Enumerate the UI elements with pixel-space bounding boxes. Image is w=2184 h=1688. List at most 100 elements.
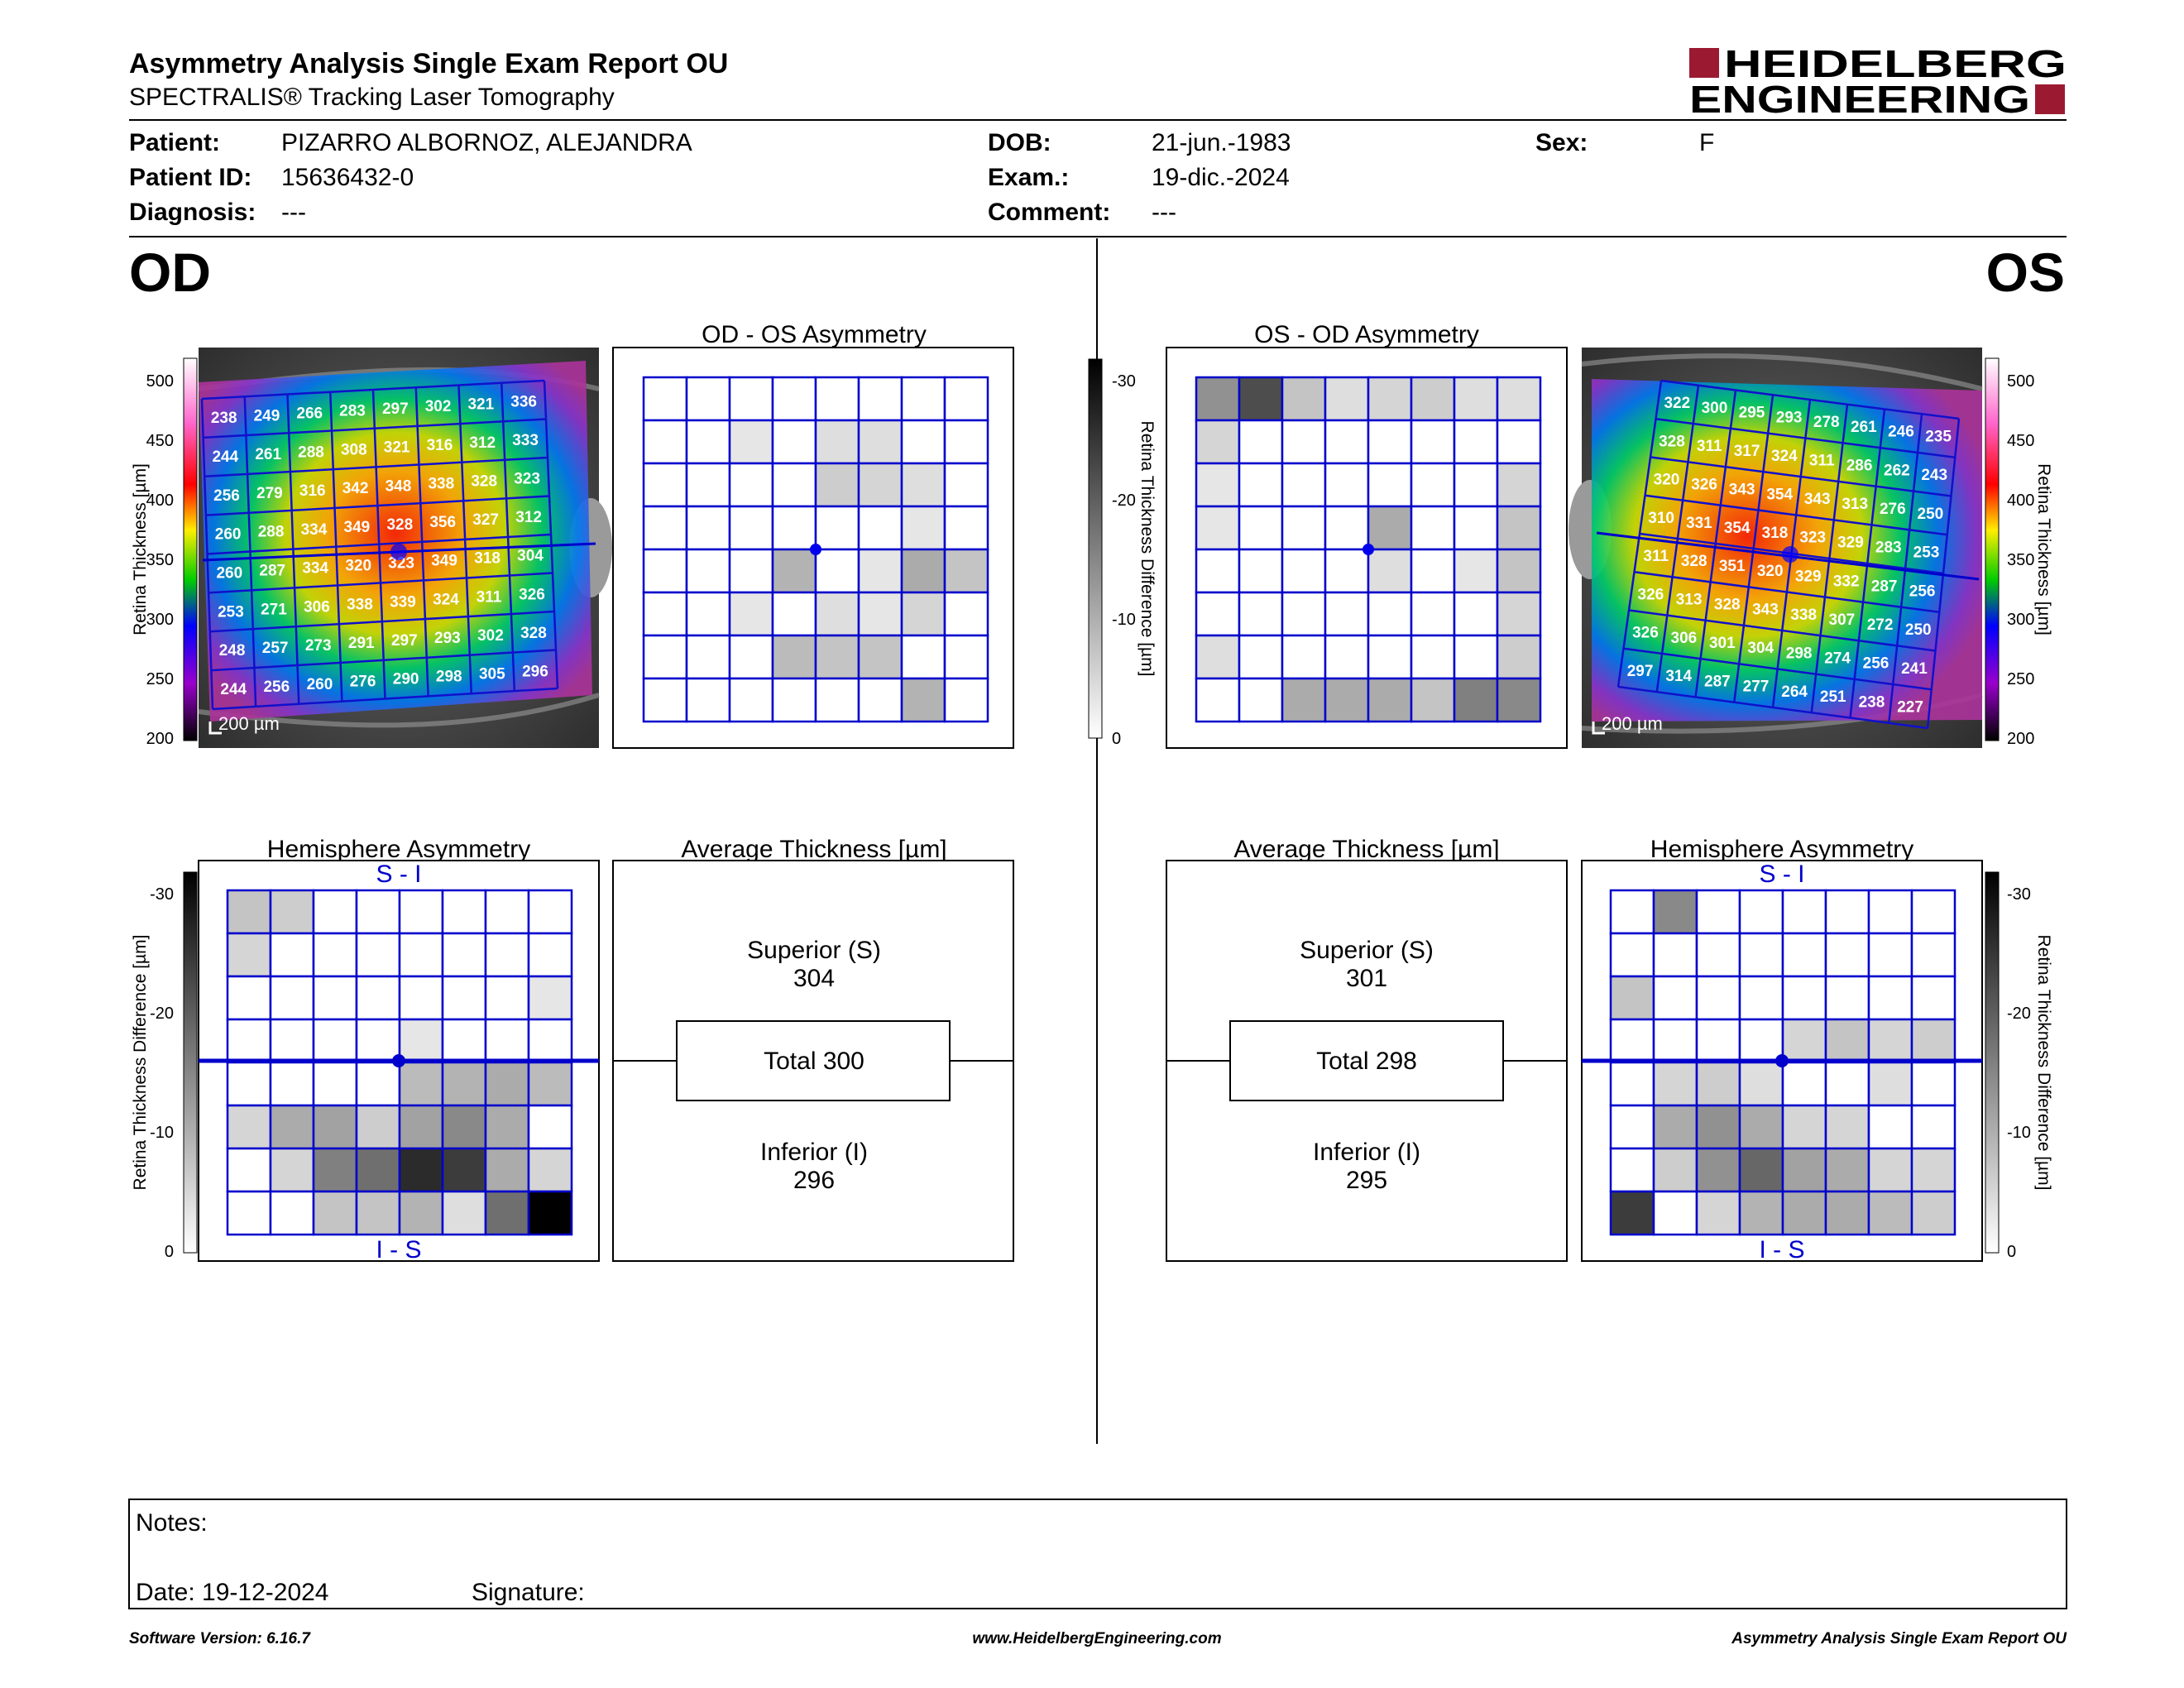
os-map-thickness-value: 250 bbox=[1918, 506, 1944, 523]
os-map-thickness-value: 311 bbox=[1697, 438, 1722, 455]
od-map-thickness-value: 244 bbox=[220, 681, 247, 698]
od-asym-cell bbox=[771, 419, 817, 465]
od-asym-cell bbox=[857, 505, 903, 551]
os-hemi-cell bbox=[1695, 1147, 1741, 1193]
os-hemi-cell bbox=[1910, 1061, 1956, 1107]
os-hemi-cell bbox=[1781, 1147, 1827, 1193]
website-link[interactable]: www.HeidelbergEngineering.com bbox=[972, 1630, 1221, 1647]
os-hemi-cell bbox=[1781, 889, 1827, 935]
od-map-thickness-value: 297 bbox=[391, 632, 418, 650]
os-asym-cell bbox=[1281, 677, 1327, 723]
od-map-thickness-value: 306 bbox=[304, 598, 330, 616]
od-total-value: Total 300 bbox=[764, 1048, 864, 1075]
os-asym-cell bbox=[1238, 419, 1284, 465]
os-hemi-diff-tick-label: -30 bbox=[2007, 885, 2031, 904]
od-asym-cell bbox=[685, 505, 731, 551]
os-hemi-cell bbox=[1652, 889, 1698, 935]
os-inferior-value: 295 bbox=[1346, 1167, 1387, 1194]
od-asym-cell bbox=[728, 634, 774, 680]
od-map-thickness-value: 279 bbox=[256, 485, 283, 502]
od-map-thickness-value: 290 bbox=[393, 671, 419, 688]
os-hemi-cell bbox=[1824, 1147, 1870, 1193]
od-thickness-tick-label: 350 bbox=[146, 551, 174, 569]
od-map-thickness-value: 312 bbox=[515, 509, 542, 526]
od-map-thickness-value: 253 bbox=[218, 603, 244, 621]
os-asym-cell bbox=[1496, 677, 1542, 723]
od-asym-cell bbox=[900, 376, 946, 422]
os-hemi-diff-scale: -30 -20 -10 0 Retina Thickness Difference [… bbox=[1985, 871, 2053, 1261]
od-map-thickness-value: 324 bbox=[433, 591, 459, 608]
os-asym-cell bbox=[1195, 634, 1241, 680]
od-map-thickness-value: 291 bbox=[348, 635, 375, 652]
os-map-thickness-value: 351 bbox=[1719, 558, 1746, 575]
od-asym-cell bbox=[642, 462, 688, 508]
od-total-box bbox=[676, 1020, 951, 1101]
od-map-thickness-value: 328 bbox=[471, 473, 497, 491]
os-asym-cell bbox=[1453, 462, 1499, 508]
od-map-thickness-value: 323 bbox=[514, 471, 540, 488]
od-thickness-tick-label: 500 bbox=[146, 372, 174, 391]
od-hemi-cell bbox=[226, 889, 272, 935]
os-asym-cell bbox=[1324, 591, 1370, 637]
od-map-thickness-value: 256 bbox=[213, 487, 240, 505]
od-map-thickness-value: 323 bbox=[388, 555, 414, 573]
report-title: Asymmetry Analysis Single Exam Report OU bbox=[129, 48, 728, 79]
os-map-thickness-value: 306 bbox=[1671, 630, 1698, 647]
os-asym-cell bbox=[1195, 419, 1241, 465]
os-asym-cell bbox=[1453, 505, 1499, 551]
notes-box[interactable] bbox=[128, 1499, 2067, 1609]
od-asym-cell bbox=[943, 548, 989, 594]
os-asym-cell bbox=[1324, 677, 1370, 723]
od-hemi-cell bbox=[226, 1147, 272, 1193]
od-map-thickness-value: 312 bbox=[469, 434, 496, 452]
os-thickness-scale-label: Retina Thickness [µm] bbox=[2034, 463, 2053, 635]
od-hemi-cell bbox=[269, 1147, 315, 1193]
od-hemi-cell bbox=[398, 1104, 444, 1150]
os-hemi-cell bbox=[1652, 1190, 1698, 1236]
os-hemi-cell bbox=[1738, 932, 1784, 978]
os-asym-cell bbox=[1496, 591, 1542, 637]
os-map-thickness-value: 241 bbox=[1901, 660, 1928, 678]
os-map-thickness-value: 324 bbox=[1771, 448, 1798, 465]
os-hemi-cell bbox=[1609, 1104, 1655, 1150]
os-asym-cell bbox=[1281, 548, 1327, 594]
os-asym-cell bbox=[1195, 505, 1241, 551]
logo-text-bottom: ENGINEERING bbox=[1689, 78, 2030, 121]
od-asym-center-dot bbox=[810, 544, 821, 555]
heidelberg-logo: HEIDELBERG ENGINEERING bbox=[1689, 42, 2067, 121]
od-asym-cell bbox=[728, 419, 774, 465]
os-hemi-grid bbox=[1609, 889, 1956, 1236]
os-hemi-cell bbox=[1609, 1147, 1655, 1193]
od-map-thickness-value: 339 bbox=[390, 593, 416, 611]
od-fovea-marker bbox=[390, 544, 407, 560]
od-hemi-cell bbox=[226, 932, 272, 978]
os-hemi-cell bbox=[1867, 1018, 1913, 1064]
os-hemi-cell bbox=[1738, 975, 1784, 1021]
os-hemi-cell bbox=[1910, 975, 1956, 1021]
os-map-thickness-value: 272 bbox=[1867, 616, 1894, 634]
od-map-thickness-value: 271 bbox=[261, 601, 287, 618]
od-hemi-cell bbox=[527, 1018, 573, 1064]
os-hemi-center-dot bbox=[1775, 1054, 1789, 1067]
os-asym-grid bbox=[1195, 376, 1542, 723]
od-asym-cell bbox=[900, 505, 946, 551]
od-map-grid-line bbox=[207, 533, 552, 555]
os-hemi-cell bbox=[1867, 1190, 1913, 1236]
od-map-thickness-value: 321 bbox=[384, 439, 410, 457]
od-map-grid-line bbox=[211, 649, 557, 672]
od-inferior-value: 296 bbox=[793, 1167, 835, 1194]
center-diff-tick-label: 0 bbox=[1112, 730, 1121, 748]
os-hemi-cell bbox=[1609, 975, 1655, 1021]
od-hemi-diff-tick-label: -10 bbox=[150, 1124, 174, 1142]
os-asym-cell bbox=[1453, 419, 1499, 465]
os-map-thickness-value: 311 bbox=[1643, 548, 1669, 565]
os-hemi-cell bbox=[1910, 1147, 1956, 1193]
od-hemi-cell bbox=[355, 889, 401, 935]
os-hemi-cell bbox=[1695, 1018, 1741, 1064]
os-map-thickness-value: 286 bbox=[1846, 458, 1873, 475]
os-map-thickness-value: 323 bbox=[1799, 530, 1826, 547]
od-hemi-cell bbox=[484, 932, 530, 978]
os-map-thickness-value: 256 bbox=[1909, 583, 1936, 600]
od-hemi-cell bbox=[312, 1018, 358, 1064]
od-hemi-cell bbox=[312, 1061, 358, 1107]
